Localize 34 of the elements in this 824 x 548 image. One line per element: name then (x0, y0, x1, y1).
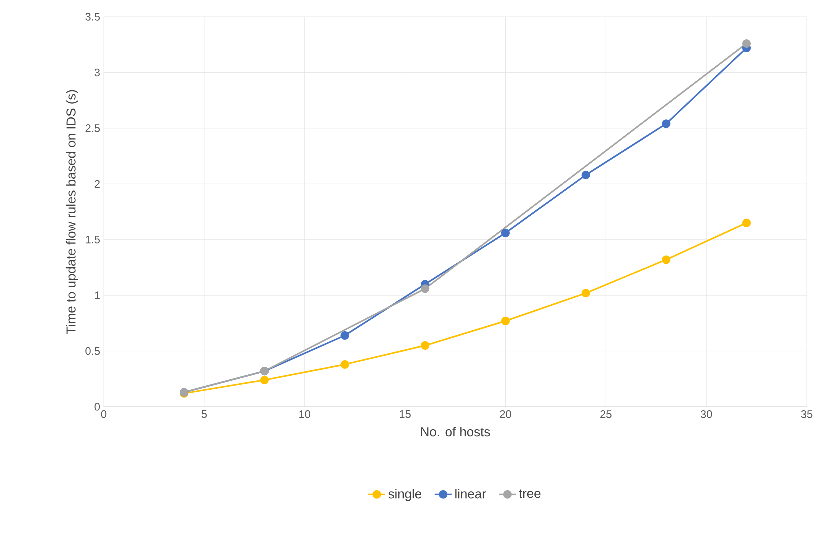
point (742, 218, 752, 228)
point (501, 228, 510, 238)
y-axis-title: Time to update flow rules based on IDS (s) (66, 90, 78, 334)
x-tick-label: 15 (400, 410, 411, 418)
y-tick-label: 2.5 (86, 124, 100, 132)
y-tick-label: 1 (95, 292, 100, 300)
point (421, 284, 430, 294)
y-tick-label: 0.5 (86, 347, 100, 356)
y-tick-label: 1.5 (86, 236, 100, 244)
point (340, 331, 350, 340)
x-tick-label: 35 (801, 410, 813, 418)
x-tick-label: 5 (202, 410, 208, 418)
legend-label: linear (456, 489, 486, 499)
point (501, 316, 510, 326)
point (742, 39, 752, 48)
y-tick-label: 3.5 (86, 13, 100, 21)
x-tick-label: 25 (600, 410, 612, 418)
point (582, 170, 590, 180)
x-axis-title: No. of hosts (421, 427, 490, 437)
x-tick-label: 20 (500, 410, 512, 418)
point (340, 360, 350, 369)
point (662, 120, 671, 128)
y-tick-label: 0 (94, 403, 100, 411)
point (260, 376, 269, 385)
y-tick-label: 3 (94, 68, 100, 77)
x-tick-label: 0 (101, 410, 107, 418)
x-tick-label: 10 (300, 410, 311, 418)
x-tick-label: 30 (700, 410, 712, 418)
point (662, 256, 671, 264)
point (421, 341, 430, 350)
point (582, 289, 590, 298)
legend-label: single (388, 489, 422, 502)
y-tick-label: 2 (94, 180, 100, 188)
legend-label: tree (519, 490, 541, 498)
